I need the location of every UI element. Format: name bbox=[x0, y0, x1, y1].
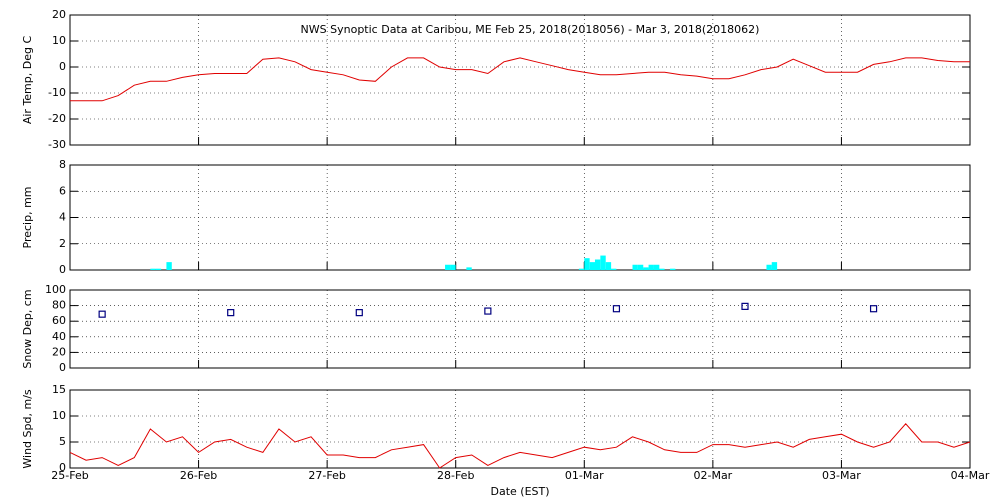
y-tick-label: 20 bbox=[52, 345, 66, 358]
bar bbox=[766, 264, 772, 270]
bar bbox=[637, 264, 644, 270]
bar bbox=[166, 262, 172, 270]
x-tick-label: 02-Mar bbox=[693, 469, 732, 482]
bar bbox=[445, 264, 451, 270]
bar bbox=[466, 267, 472, 270]
bar bbox=[643, 267, 649, 270]
y-tick-label: 0 bbox=[59, 461, 66, 474]
line-series bbox=[69, 423, 971, 469]
y-tick-label: 6 bbox=[59, 184, 66, 197]
bar bbox=[150, 268, 156, 270]
y-tick-label: 0 bbox=[59, 361, 66, 374]
x-axis-label: Date (EST) bbox=[490, 485, 549, 498]
point bbox=[98, 310, 106, 318]
y-axis-label: Snow Dep, cm bbox=[21, 289, 34, 368]
chart-title: NWS Synoptic Data at Caribou, ME Feb 25,… bbox=[301, 23, 760, 36]
x-tick-label: 03-Mar bbox=[822, 469, 861, 482]
x-tick-label: 27-Feb bbox=[308, 469, 345, 482]
y-tick-label: 0 bbox=[59, 60, 66, 73]
x-tick-label: 01-Mar bbox=[565, 469, 604, 482]
bar bbox=[578, 268, 585, 270]
point bbox=[741, 302, 749, 310]
panel-frame bbox=[69, 389, 971, 469]
y-tick-label: 10 bbox=[52, 409, 66, 422]
y-tick-label: 20 bbox=[52, 8, 66, 21]
y-tick-label: 15 bbox=[52, 383, 66, 396]
bar bbox=[632, 264, 638, 270]
point bbox=[869, 305, 878, 313]
bar bbox=[659, 268, 665, 270]
panel-frame bbox=[69, 289, 971, 369]
y-tick-label: -30 bbox=[48, 138, 66, 151]
bar bbox=[589, 262, 596, 270]
point bbox=[227, 309, 235, 317]
y-axis-label: Wind Spd, m/s bbox=[21, 389, 34, 469]
bar bbox=[600, 255, 606, 270]
bar bbox=[450, 264, 456, 270]
y-tick-label: 8 bbox=[59, 158, 66, 171]
y-tick-label: 5 bbox=[59, 435, 66, 448]
y-tick-label: 2 bbox=[59, 237, 66, 250]
y-tick-label: 100 bbox=[45, 283, 66, 296]
x-tick-label: 04-Mar bbox=[951, 469, 990, 482]
y-tick-label: 4 bbox=[59, 211, 66, 224]
line-series bbox=[70, 57, 970, 102]
y-axis-label: Air Temp, Deg C bbox=[21, 36, 34, 125]
bar bbox=[670, 268, 676, 270]
y-tick-label: 40 bbox=[52, 330, 66, 343]
point bbox=[612, 305, 621, 313]
y-tick-label: 80 bbox=[52, 299, 66, 312]
point bbox=[484, 307, 492, 315]
bar bbox=[648, 264, 654, 270]
point bbox=[355, 309, 363, 317]
y-tick-label: -10 bbox=[48, 86, 66, 99]
bar bbox=[771, 262, 778, 270]
y-tick-label: -20 bbox=[48, 112, 66, 125]
bar bbox=[653, 264, 660, 270]
x-tick-label: 26-Feb bbox=[180, 469, 217, 482]
x-tick-label: 25-Feb bbox=[51, 469, 88, 482]
y-tick-label: 60 bbox=[52, 314, 66, 327]
bar bbox=[605, 262, 612, 270]
bar bbox=[594, 259, 601, 270]
x-tick-label: 28-Feb bbox=[437, 469, 474, 482]
y-tick-label: 10 bbox=[52, 34, 66, 47]
y-axis-label: Precip, mm bbox=[21, 187, 34, 249]
bar bbox=[584, 258, 590, 270]
bar bbox=[155, 268, 162, 270]
y-tick-label: 0 bbox=[59, 263, 66, 276]
bar bbox=[611, 268, 617, 270]
